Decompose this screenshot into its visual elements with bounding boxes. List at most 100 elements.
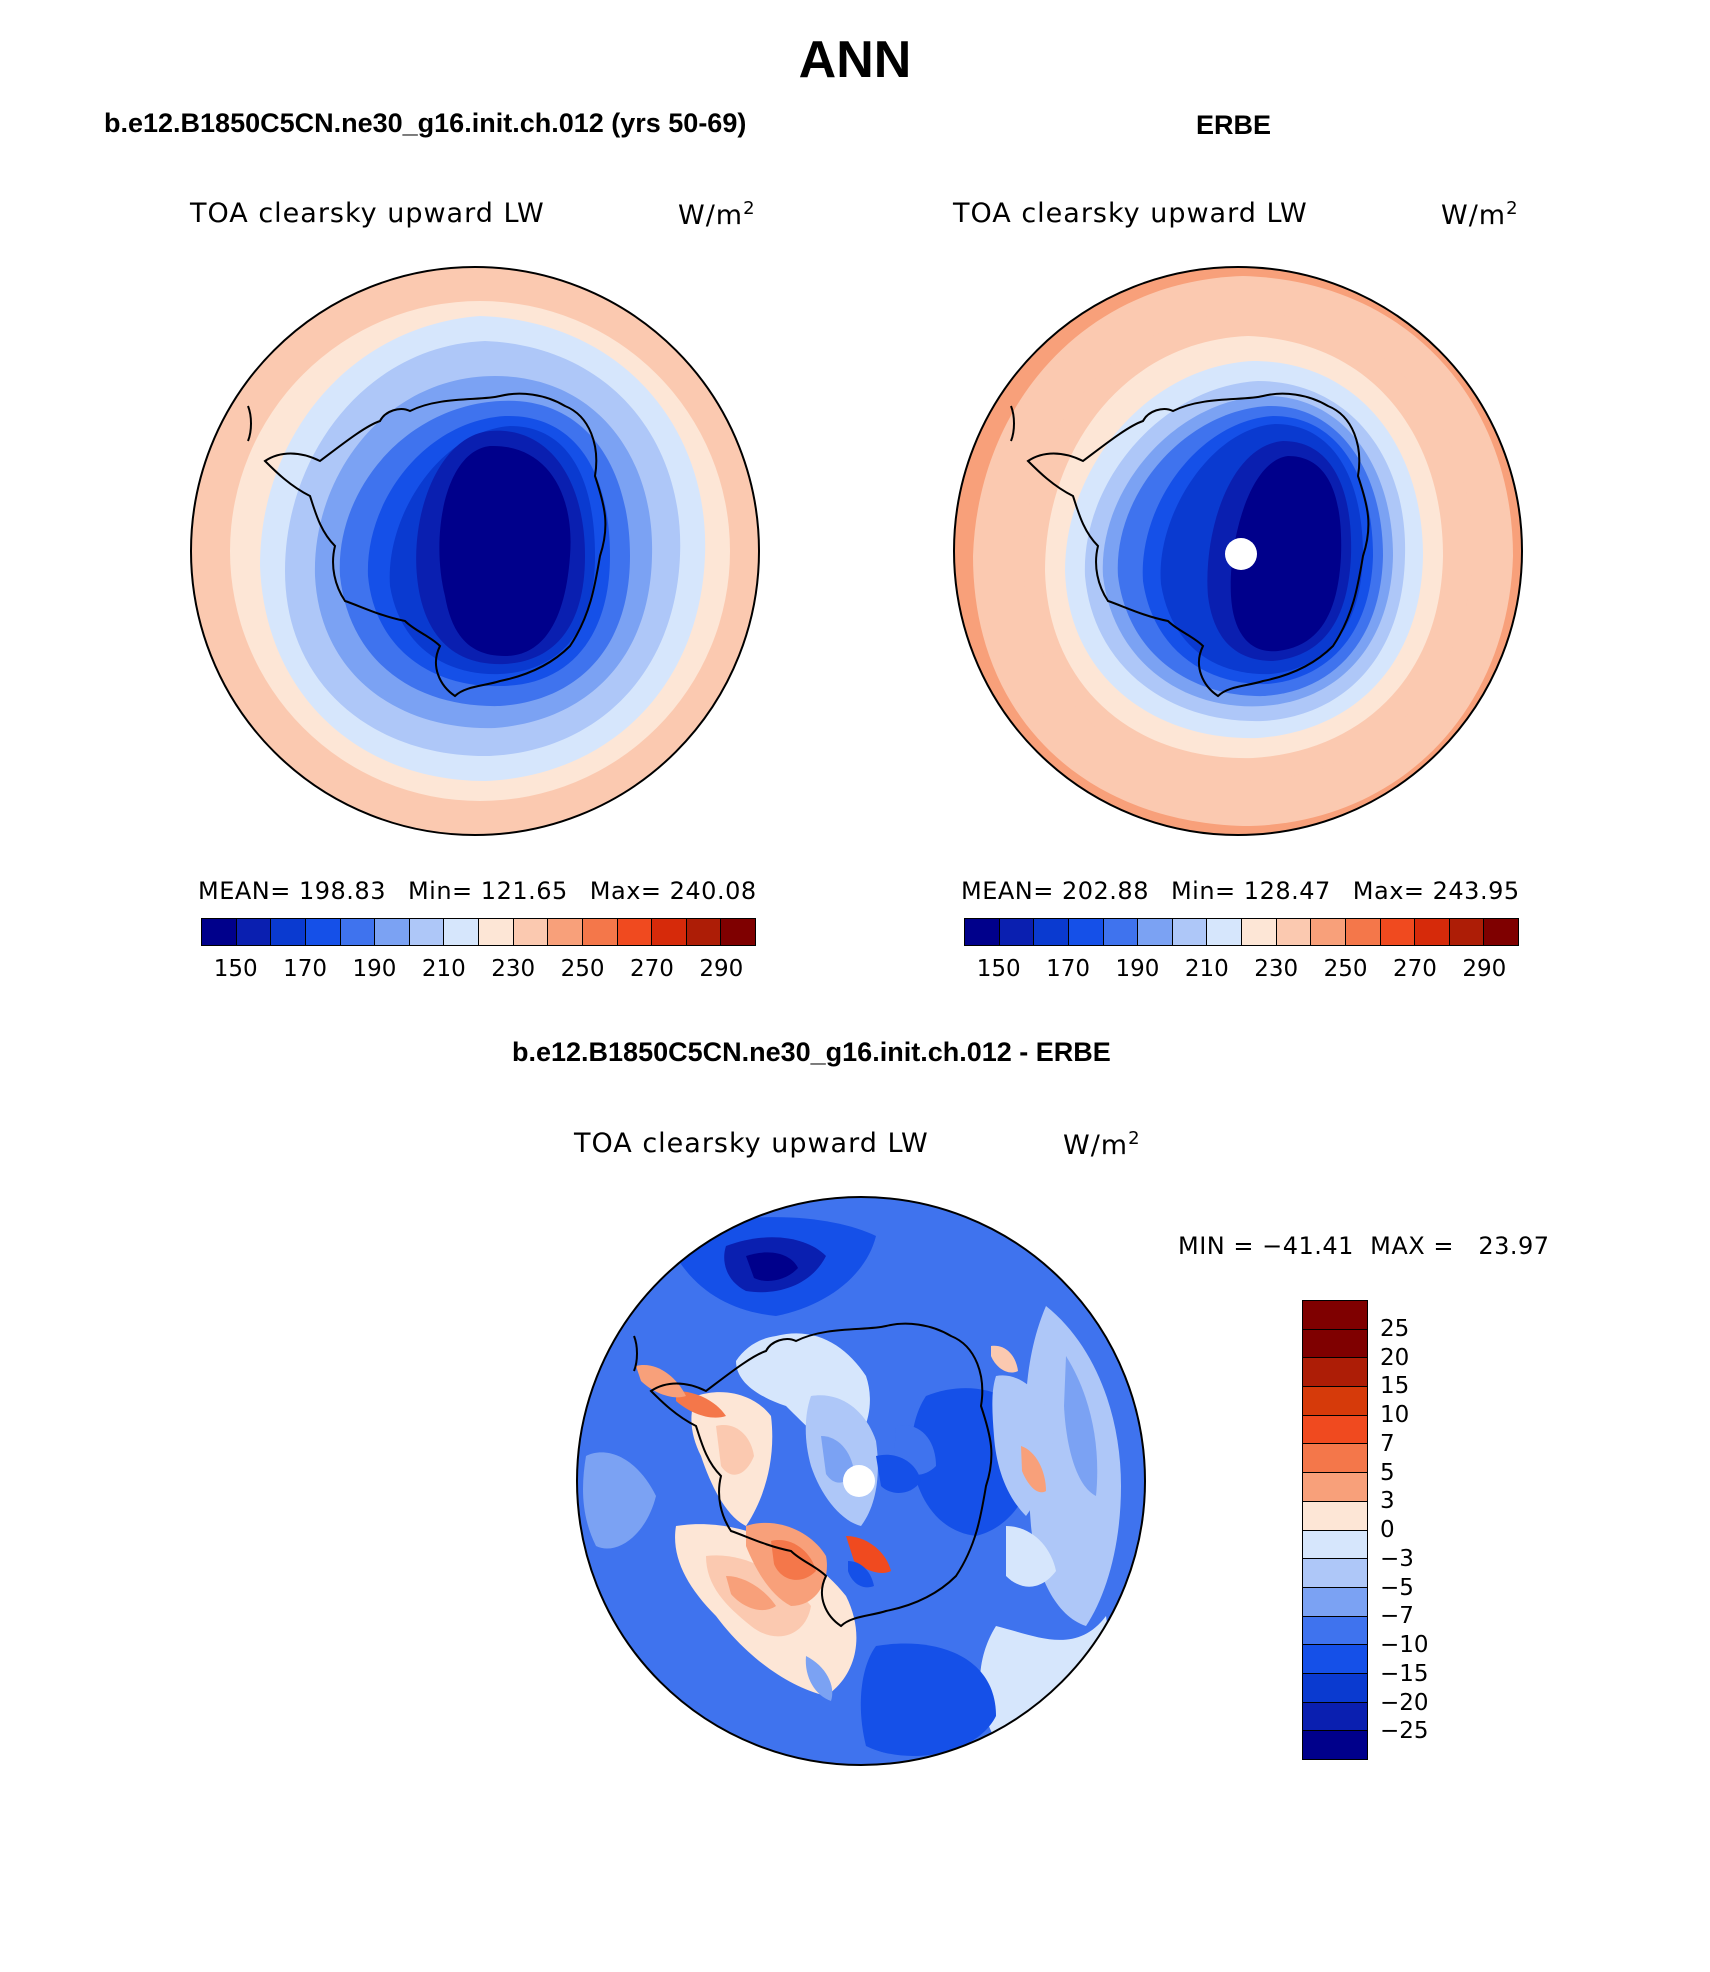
model-panel-title: b.e12.B1850C5CN.ne30_g16.init.ch.012 (yr… (104, 108, 747, 138)
obs-min: Min= 128.47 (1170, 877, 1331, 905)
diff-variable-label: TOA clearsky upward LW (574, 1128, 929, 1159)
diff-colorbar-tick-label: 5 (1380, 1459, 1395, 1486)
obs-colorbar-segment (1242, 919, 1277, 945)
model-colorbar-tick-label: 270 (629, 956, 674, 982)
diff-colorbar-segment (1303, 1358, 1367, 1388)
obs-colorbar-segment (1034, 919, 1069, 945)
model-polar-map (190, 266, 760, 836)
obs-colorbar (964, 918, 1519, 946)
diff-colorbar-segment (1303, 1702, 1367, 1732)
diff-colorbar (1302, 1300, 1368, 1760)
model-variable-label: TOA clearsky upward LW (190, 198, 545, 229)
obs-colorbar-segment (1138, 919, 1173, 945)
obs-colorbar-tick-label: 290 (1462, 956, 1507, 982)
diff-panel-title: b.e12.B1850C5CN.ne30_g16.init.ch.012 - E… (512, 1037, 1111, 1067)
model-min: Min= 121.65 (407, 877, 568, 905)
diff-units-label: W/m2 (1063, 1128, 1141, 1161)
diff-colorbar-tick-label: 3 (1380, 1488, 1395, 1515)
obs-mean: MEAN= 202.88 (961, 877, 1149, 905)
diff-colorbar-tick-label: 7 (1380, 1430, 1395, 1457)
obs-colorbar-tick-label: 170 (1046, 956, 1091, 982)
model-mean: MEAN= 198.83 (198, 877, 386, 905)
obs-colorbar-tick-label: 270 (1392, 956, 1437, 982)
model-colorbar-segment (271, 919, 306, 945)
obs-colorbar-segment (1068, 919, 1104, 945)
obs-colorbar-tick-label: 190 (1115, 956, 1160, 982)
main-title: ANN (798, 31, 912, 89)
diff-colorbar-segment (1303, 1444, 1367, 1474)
obs-colorbar-segment (1172, 919, 1208, 945)
obs-colorbar-segment (1415, 919, 1450, 945)
model-colorbar-segment (686, 919, 722, 945)
diff-colorbar-segment (1303, 1415, 1367, 1445)
diff-colorbar-segment (1303, 1387, 1367, 1416)
obs-colorbar-segment (1484, 919, 1518, 945)
model-colorbar-segment (444, 919, 479, 945)
diff-colorbar-tick-label: −25 (1380, 1718, 1429, 1745)
model-colorbar (201, 918, 756, 946)
model-colorbar-tick-label: 210 (421, 956, 466, 982)
model-colorbar-segment (479, 919, 514, 945)
diff-colorbar-tick-label: −20 (1380, 1689, 1429, 1716)
diff-polar-map (576, 1196, 1146, 1766)
model-stats: MEAN= 198.83 Min= 121.65 Max= 240.08 (198, 877, 779, 905)
obs-colorbar-segment (1103, 919, 1139, 945)
model-colorbar-segment (202, 919, 237, 945)
diff-colorbar-segment (1303, 1616, 1367, 1646)
diff-colorbar-segment (1303, 1301, 1367, 1330)
model-colorbar-segment (236, 919, 272, 945)
diff-colorbar-tick-label: 10 (1380, 1402, 1410, 1428)
diff-colorbar-segment (1303, 1587, 1367, 1617)
obs-variable-label: TOA clearsky upward LW (953, 198, 1308, 229)
obs-units-label: W/m2 (1441, 198, 1519, 231)
diff-colorbar-tick-label: 25 (1380, 1315, 1410, 1342)
diff-colorbar-tick-label: 0 (1380, 1517, 1395, 1543)
diff-colorbar-segment (1303, 1645, 1367, 1674)
diff-colorbar-segment (1303, 1673, 1367, 1703)
model-colorbar-tick-label: 230 (491, 956, 536, 982)
obs-polar-map (953, 266, 1523, 836)
model-colorbar-segment (513, 919, 549, 945)
model-units-label: W/m2 (678, 198, 756, 231)
obs-colorbar-tick-label: 250 (1323, 956, 1368, 982)
diff-colorbar-segment (1303, 1731, 1367, 1759)
model-colorbar-segment (409, 919, 445, 945)
diff-minmax: MIN = −41.41 MAX = 23.97 (1178, 1232, 1550, 1260)
obs-colorbar-segment (1276, 919, 1312, 945)
diff-colorbar-tick-label: −5 (1380, 1574, 1414, 1601)
obs-stats: MEAN= 202.88 Min= 128.47 Max= 243.95 (961, 877, 1542, 905)
model-colorbar-segment (721, 919, 755, 945)
obs-colorbar-segment (1449, 919, 1485, 945)
diff-colorbar-tick-label: −15 (1380, 1660, 1429, 1687)
model-colorbar-segment (548, 919, 583, 945)
model-colorbar-tick-label: 170 (283, 956, 328, 982)
obs-colorbar-segment (1345, 919, 1381, 945)
model-colorbar-segment (305, 919, 341, 945)
model-colorbar-segment (582, 919, 618, 945)
obs-colorbar-tick-label: 230 (1254, 956, 1299, 982)
obs-colorbar-segment (965, 919, 1000, 945)
diff-colorbar-segment (1303, 1559, 1367, 1588)
model-colorbar-segment (652, 919, 687, 945)
diff-colorbar-segment (1303, 1473, 1367, 1502)
model-colorbar-tick-label: 150 (213, 956, 258, 982)
model-colorbar-tick-label: 250 (560, 956, 605, 982)
obs-max: Max= 243.95 (1352, 877, 1520, 905)
obs-colorbar-tick-label: 150 (976, 956, 1021, 982)
model-colorbar-tick-label: 190 (352, 956, 397, 982)
diff-colorbar-tick-label: 20 (1380, 1344, 1410, 1371)
diff-colorbar-segment (1303, 1501, 1367, 1531)
model-colorbar-segment (340, 919, 376, 945)
model-colorbar-segment (617, 919, 653, 945)
diff-colorbar-tick-label: 15 (1380, 1373, 1410, 1400)
obs-colorbar-segment (999, 919, 1035, 945)
obs-colorbar-segment (1380, 919, 1416, 945)
diff-colorbar-tick-label: −10 (1380, 1632, 1429, 1658)
model-max: Max= 240.08 (589, 877, 757, 905)
diff-colorbar-tick-label: −3 (1380, 1545, 1414, 1572)
obs-colorbar-tick-label: 210 (1184, 956, 1229, 982)
diff-colorbar-segment (1303, 1329, 1367, 1359)
diff-colorbar-segment (1303, 1530, 1367, 1560)
obs-colorbar-segment (1207, 919, 1242, 945)
model-colorbar-segment (375, 919, 410, 945)
